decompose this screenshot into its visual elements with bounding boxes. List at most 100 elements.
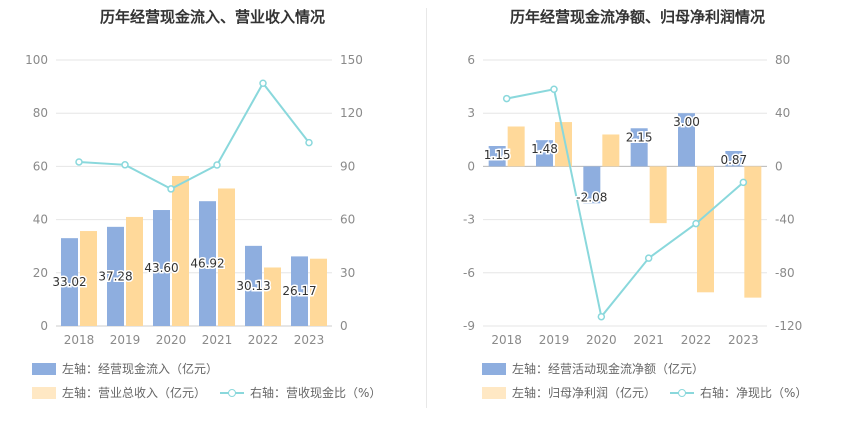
right-chart-line-point: [644, 254, 653, 262]
left-chart-left-tick-label: 60: [33, 159, 48, 173]
right-chart-x-tick-label: 2022: [681, 333, 712, 347]
legend-item-left-bar-primary[interactable]: 左轴：经营现金流入（亿元）: [32, 360, 218, 377]
left-chart-bar-secondary: [264, 267, 281, 326]
left-chart-data-label: 30.13: [236, 279, 270, 293]
left-chart-line-point: [75, 158, 83, 166]
right-chart-left-tick-label: 0: [467, 159, 475, 173]
legend-swatch-blue: [482, 362, 506, 375]
legend-swatch-orange: [32, 386, 56, 399]
chart-right-title: 历年经营现金流净额、归母净利润情况: [509, 8, 765, 26]
right-chart-bar-secondary: [744, 166, 762, 298]
left-chart-left-tick-label: 100: [25, 53, 48, 67]
left-chart-right-tick-label: 0: [340, 319, 348, 333]
legend-swatch-orange: [482, 386, 506, 399]
right-chart-data-label: 3.00: [673, 115, 700, 129]
right-chart-bar-secondary: [697, 166, 714, 293]
left-chart-data-label: 37.28: [98, 269, 132, 283]
left-chart-bar-primary: [61, 238, 78, 326]
right-chart-x-tick-label: 2019: [539, 333, 570, 347]
legend-line-icon: [670, 387, 694, 399]
right-chart-x-tick-label: 2020: [586, 333, 617, 347]
chart-left-panel: 历年经营现金流入、营业收入情况 0 20 40 60 80 100 0 30 60 90 120 15…: [25, 8, 381, 401]
legend-label: 左轴：经营现金流入（亿元）: [62, 362, 219, 376]
left-chart-right-tick-label: 90: [340, 159, 355, 173]
left-chart-left-tick-label: 20: [33, 266, 48, 280]
right-chart-line-point: [597, 312, 606, 321]
left-chart-line-point: [305, 138, 313, 147]
right-chart-line-point: [692, 219, 700, 228]
legend-label: 右轴：营收现金比（%）: [250, 386, 382, 400]
left-chart-data-label: 33.02: [52, 275, 86, 289]
right-chart-line-point: [739, 178, 748, 187]
right-chart-line-point: [502, 94, 511, 103]
left-chart-bar-secondary: [310, 258, 327, 326]
left-chart-x-tick-label: 2019: [110, 333, 141, 347]
right-chart-left-tick-label: -9: [463, 319, 475, 333]
left-chart-bar-primary: [107, 226, 124, 326]
left-chart-x-tick-label: 2022: [248, 333, 279, 347]
right-chart-left-tick-label: 6: [467, 53, 475, 67]
right-chart-right-tick-label: -40: [775, 213, 795, 227]
left-chart-right-tick-label: 60: [340, 213, 355, 227]
right-chart-bar-primary: [536, 140, 553, 167]
left-chart-left-tick-label: 40: [33, 213, 48, 227]
right-chart-bar-primary: [583, 166, 601, 204]
right-chart-right-tick-label: 80: [775, 53, 790, 67]
right-chart-right-tick-label: -80: [775, 266, 795, 280]
left-chart-data-label: 46.92: [190, 257, 224, 271]
right-chart-data-label: 2.15: [626, 130, 653, 144]
right-chart-left-tick-label: -6: [463, 266, 475, 280]
right-chart-bar-primary: [488, 146, 506, 167]
chart-right-panel: 历年经营现金流净额、归母净利润情况 -9 -6 -3 0 3 6 -120 -80 -40 0 40…: [425, 0, 850, 437]
left-chart-x-tick-label: 2018: [64, 333, 95, 347]
left-chart-left-tick-label: 80: [33, 106, 48, 120]
left-chart-right-tick-label: 120: [340, 106, 363, 120]
left-chart-data-label: 26.17: [282, 284, 316, 298]
right-chart-line-point: [550, 85, 558, 94]
legend-item-right-bar-secondary[interactable]: 左轴：归母净利润（亿元）: [482, 384, 656, 401]
left-chart-line-series: [78, 81, 310, 191]
legend-item-right-line[interactable]: 右轴：净现比（%）: [670, 384, 807, 401]
left-chart-x-tick-label: 2021: [202, 333, 233, 347]
left-chart-bar-secondary: [172, 175, 189, 326]
right-chart-bar-secondary: [649, 166, 667, 224]
legend-label: 左轴：归母净利润（亿元）: [512, 386, 657, 400]
left-chart-bar-primary: [291, 256, 308, 326]
right-chart-bar-secondary: [507, 126, 525, 167]
panel-divider: [426, 8, 427, 408]
right-chart-x-tick-label: 2018: [491, 333, 522, 347]
right-chart-data-label: -2.08: [576, 190, 607, 204]
right-chart-bar-primary: [630, 128, 648, 167]
chart-right-plot: -9 -6 -3 0 3 6 -120 -80 -40 0 40 80 2018 2019 2020 2021…: [463, 53, 802, 347]
right-chart-data-label: 1.15: [484, 148, 511, 162]
legend-label: 右轴：净现比（%）: [700, 386, 808, 400]
right-chart-right-tick-label: 0: [775, 159, 783, 173]
right-chart-right-tick-label: 40: [775, 106, 790, 120]
legend-item-left-bar-secondary[interactable]: 左轴：营业总收入（亿元）: [32, 384, 206, 401]
legend-item-right-bar-primary[interactable]: 左轴：经营活动现金流净额（亿元）: [482, 360, 704, 377]
legend-item-left-line[interactable]: 右轴：营收现金比（%）: [220, 384, 381, 401]
left-chart-line-point: [121, 161, 129, 169]
right-chart-bar-primary: [725, 150, 743, 167]
left-chart-x-tick-label: 2023: [294, 333, 325, 347]
chart-left-plot: 0 20 40 60 80 100 0 30 60 90 120 150 2018 2019 2020 202…: [25, 53, 363, 347]
right-chart-data-label: 1.48: [531, 142, 558, 156]
legend-swatch-blue: [32, 362, 56, 375]
left-chart-bar-secondary: [80, 231, 97, 326]
right-chart-x-tick-label: 2023: [728, 333, 759, 347]
right-chart-x-tick-label: 2021: [633, 333, 664, 347]
left-chart-x-tick-label: 2020: [156, 333, 187, 347]
legend-line-icon: [220, 387, 244, 399]
left-chart-bar-secondary: [218, 188, 235, 326]
left-chart-right-tick-label: 30: [340, 266, 355, 280]
left-chart-data-label: 43.60: [144, 261, 178, 275]
left-chart-bar-primary: [245, 245, 262, 326]
left-chart-line-point: [259, 79, 267, 87]
left-chart-bar-secondary: [126, 216, 143, 326]
right-chart-line-series: [506, 88, 744, 319]
right-chart-right-tick-label: -120: [775, 319, 802, 333]
left-chart-bar-primary: [199, 201, 216, 326]
legend-label: 左轴：经营活动现金流净额（亿元）: [512, 362, 705, 376]
chart-left-title: 历年经营现金流入、营业收入情况: [99, 8, 325, 26]
left-chart-line-point: [167, 185, 175, 193]
